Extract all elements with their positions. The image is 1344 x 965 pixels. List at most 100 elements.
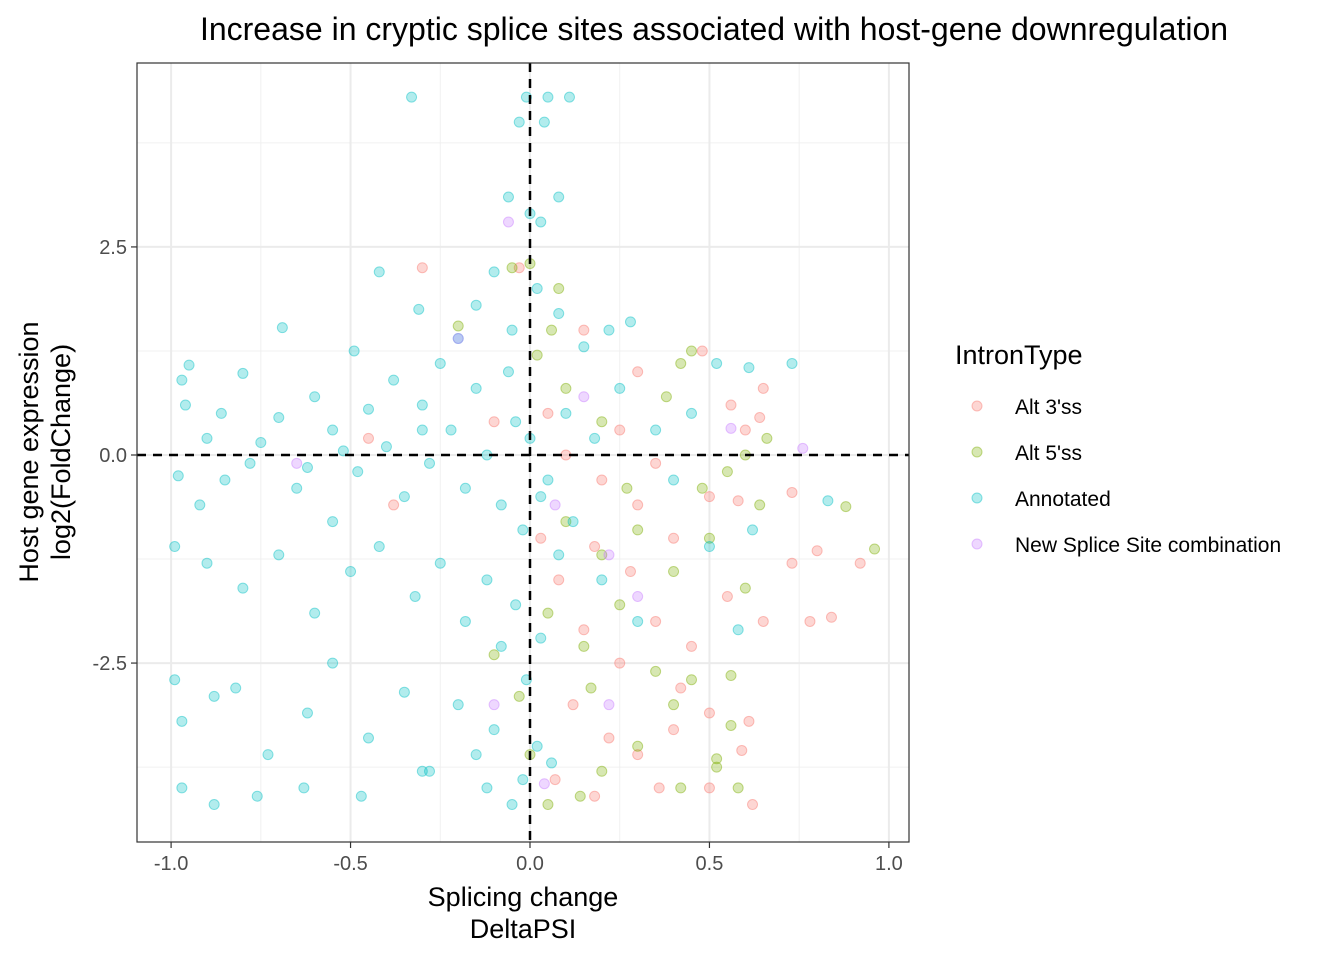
data-point [725, 719, 737, 731]
data-point [434, 557, 446, 569]
data-point [201, 557, 213, 569]
y-tick-label: 0.0 [99, 445, 127, 467]
data-point [653, 782, 665, 794]
data-point [172, 470, 184, 482]
data-point [578, 624, 590, 636]
data-point [563, 91, 575, 103]
legend-title: IntronType [955, 340, 1083, 370]
data-point [380, 441, 392, 453]
data-point [804, 615, 816, 627]
data-point [413, 303, 425, 315]
data-point [445, 424, 457, 436]
data-point [179, 399, 191, 411]
data-point [262, 749, 274, 761]
data-point [578, 391, 590, 403]
data-point [578, 640, 590, 652]
data-point [531, 349, 543, 361]
data-point [362, 403, 374, 415]
data-point [416, 765, 428, 777]
legend-label: Alt 5'ss [1015, 442, 1082, 465]
data-point [549, 499, 561, 511]
data-point [668, 474, 680, 486]
data-point [711, 753, 723, 765]
data-point [589, 541, 601, 553]
data-point [215, 407, 227, 419]
data-point [650, 665, 662, 677]
data-point [208, 799, 220, 811]
data-point [513, 116, 525, 128]
data-point [546, 324, 558, 336]
data-point [675, 782, 687, 794]
data-point [327, 516, 339, 528]
data-point [747, 799, 759, 811]
data-point [553, 308, 565, 320]
data-point [675, 682, 687, 694]
data-point [409, 590, 421, 602]
data-point [632, 740, 644, 752]
data-point [754, 499, 766, 511]
data-point [567, 516, 579, 528]
data-point [373, 266, 385, 278]
data-point [546, 757, 558, 769]
data-point [696, 482, 708, 494]
data-point [355, 790, 367, 802]
data-point [416, 424, 428, 436]
data-point [721, 466, 733, 478]
data-point [542, 91, 554, 103]
data-point [736, 744, 748, 756]
data-point [825, 611, 837, 623]
data-point [822, 495, 834, 507]
data-point [553, 549, 565, 561]
data-point [470, 749, 482, 761]
data-point [506, 799, 518, 811]
data-point [373, 541, 385, 553]
data-point [549, 774, 561, 786]
data-point [237, 367, 249, 379]
data-point [757, 615, 769, 627]
data-point [488, 416, 500, 428]
data-point [589, 432, 601, 444]
data-point [596, 416, 608, 428]
data-point [632, 749, 644, 761]
legend-key [971, 400, 983, 412]
data-point [531, 740, 543, 752]
data-point [754, 412, 766, 424]
data-point [686, 674, 698, 686]
data-point [459, 615, 471, 627]
data-point [219, 474, 231, 486]
data-point [424, 457, 436, 469]
data-point [517, 524, 529, 536]
y-axis: -2.5 0.0 2.5 [93, 237, 137, 675]
data-point [291, 482, 303, 494]
data-point [560, 516, 572, 528]
data-point [596, 549, 608, 561]
data-point [535, 216, 547, 228]
data-point [244, 457, 256, 469]
x-axis-label-line2: DeltaPSI [470, 914, 577, 944]
data-point [703, 541, 715, 553]
chart-title: Increase in cryptic splice sites associa… [200, 11, 1228, 47]
data-point [481, 782, 493, 794]
data-point [739, 582, 751, 594]
data-point [711, 357, 723, 369]
data-point [603, 324, 615, 336]
data-point [230, 682, 242, 694]
data-point [424, 765, 436, 777]
data-point [506, 262, 518, 274]
data-point [276, 322, 288, 334]
data-point [686, 345, 698, 357]
data-point [596, 574, 608, 586]
data-point [686, 640, 698, 652]
reference-lines [137, 63, 909, 842]
data-point [596, 474, 608, 486]
data-point [668, 699, 680, 711]
data-point [786, 357, 798, 369]
data-point [452, 332, 464, 344]
data-point [251, 790, 263, 802]
x-axis-label-line1: Splicing change [428, 882, 619, 912]
x-tick-label: 1.0 [875, 853, 903, 875]
data-point [603, 549, 615, 561]
data-point [495, 640, 507, 652]
data-point [703, 782, 715, 794]
